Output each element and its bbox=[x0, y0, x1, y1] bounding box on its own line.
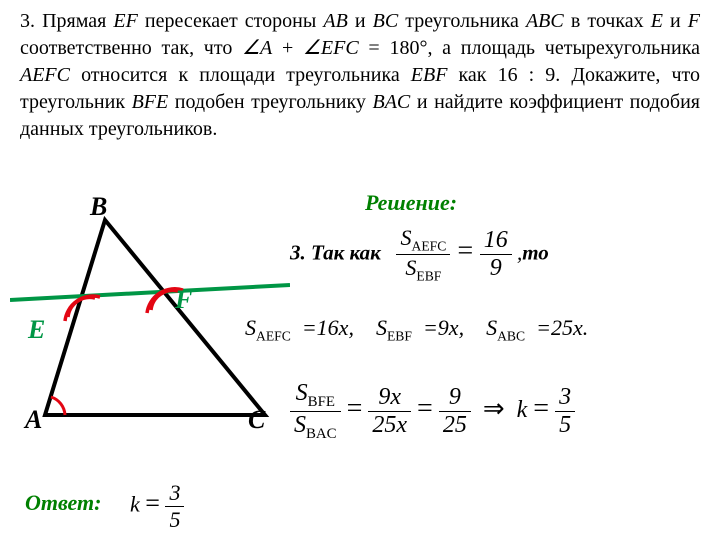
eq1: =16x, bbox=[302, 315, 354, 340]
var-bc: BC bbox=[373, 10, 399, 32]
ratio-row: SBFE SBAC = 9x 25x = 9 25 ⇒ k = 3 5 bbox=[290, 380, 575, 443]
var-abc: ABC bbox=[526, 10, 564, 32]
step-3: 3. Так как SAEFC SEBF = 16 9 ,то bbox=[290, 225, 549, 285]
k: k bbox=[517, 397, 528, 423]
ans-k: k bbox=[130, 492, 140, 517]
eq1b: = bbox=[417, 393, 433, 424]
knum: 3 bbox=[555, 384, 575, 412]
t: в bbox=[564, 10, 581, 32]
var-bac: BAC bbox=[372, 91, 410, 113]
s-ebf: S bbox=[405, 255, 416, 280]
var-aefc: AEFC bbox=[20, 64, 70, 86]
areas-row: SAEFC =16x, SEBF =9x, SABC =25x. bbox=[245, 315, 588, 344]
arrow: ⇒ bbox=[483, 394, 505, 423]
t: 3. Прямая bbox=[20, 10, 113, 32]
label-f: F bbox=[175, 285, 192, 315]
t: относится к площади треугольника bbox=[70, 64, 411, 86]
angle-e-arcs bbox=[65, 296, 100, 321]
answer-eq: k = 3 5 bbox=[130, 480, 184, 533]
t: пересекает стороны bbox=[138, 10, 324, 32]
s1: S bbox=[245, 315, 256, 340]
num16: 16 bbox=[480, 227, 512, 255]
s-bac: S bbox=[294, 412, 306, 438]
den2: 25 bbox=[439, 412, 471, 439]
t: и bbox=[663, 10, 688, 32]
label-b: B bbox=[90, 192, 107, 222]
sub2: EBF bbox=[387, 328, 412, 343]
den9: 9 bbox=[480, 255, 512, 282]
eq: = bbox=[456, 236, 475, 267]
eq1: = bbox=[347, 393, 363, 424]
var-f: F bbox=[688, 10, 700, 32]
var-ebf: EBF bbox=[411, 64, 448, 86]
t: треугольника bbox=[398, 10, 526, 32]
kden: 5 bbox=[555, 412, 575, 439]
ang-a: ∠A bbox=[242, 37, 272, 59]
solution-label: Решение: bbox=[365, 190, 457, 216]
t: соответственно так, что bbox=[20, 37, 242, 59]
line-ef bbox=[10, 285, 290, 300]
step3-prefix: 3. Так как bbox=[290, 241, 381, 265]
var-bfe: BFE bbox=[132, 91, 169, 113]
eq2: = bbox=[533, 393, 549, 424]
var-e: E bbox=[651, 10, 663, 32]
eq2: =9x, bbox=[423, 315, 464, 340]
s2: S bbox=[376, 315, 387, 340]
t: четырехугольника bbox=[545, 37, 700, 59]
s-bfe: S bbox=[296, 380, 308, 406]
label-c: C bbox=[248, 405, 265, 435]
ans-num: 3 bbox=[165, 480, 184, 507]
ang-efc: ∠EFC bbox=[303, 37, 359, 59]
ans-den: 5 bbox=[165, 507, 184, 533]
den1: 25x bbox=[368, 412, 411, 439]
mo: то bbox=[522, 241, 549, 265]
sub1: AEFC bbox=[256, 328, 291, 343]
sub-bfe: BFE bbox=[308, 394, 335, 410]
var-ef: EF bbox=[113, 10, 137, 32]
sub3: ABC bbox=[497, 328, 525, 343]
t: = 180°, а площадь bbox=[359, 37, 535, 59]
sub-aefc: AEFC bbox=[411, 238, 446, 253]
t: + bbox=[272, 37, 303, 59]
answer-label: Ответ: bbox=[25, 490, 101, 516]
t: подобен треугольнику bbox=[168, 91, 366, 113]
problem-statement: 3. Прямая EF пересекает стороны AB и BC … bbox=[0, 0, 720, 143]
s3: S bbox=[486, 315, 497, 340]
sub-bac: BAC bbox=[306, 426, 337, 442]
s-aefc: S bbox=[400, 225, 411, 250]
var-ab: AB bbox=[323, 10, 347, 32]
ans-eq: = bbox=[145, 489, 160, 518]
t: и bbox=[348, 10, 373, 32]
eq3: =25x. bbox=[536, 315, 588, 340]
angle-a-arc bbox=[51, 397, 65, 415]
label-e: E bbox=[28, 315, 45, 345]
label-a: A bbox=[25, 405, 42, 435]
t: точках bbox=[587, 10, 650, 32]
num1: 9x bbox=[368, 384, 411, 412]
num2: 9 bbox=[439, 384, 471, 412]
sub-ebf: EBF bbox=[416, 269, 441, 284]
triangle-abc bbox=[45, 220, 265, 415]
